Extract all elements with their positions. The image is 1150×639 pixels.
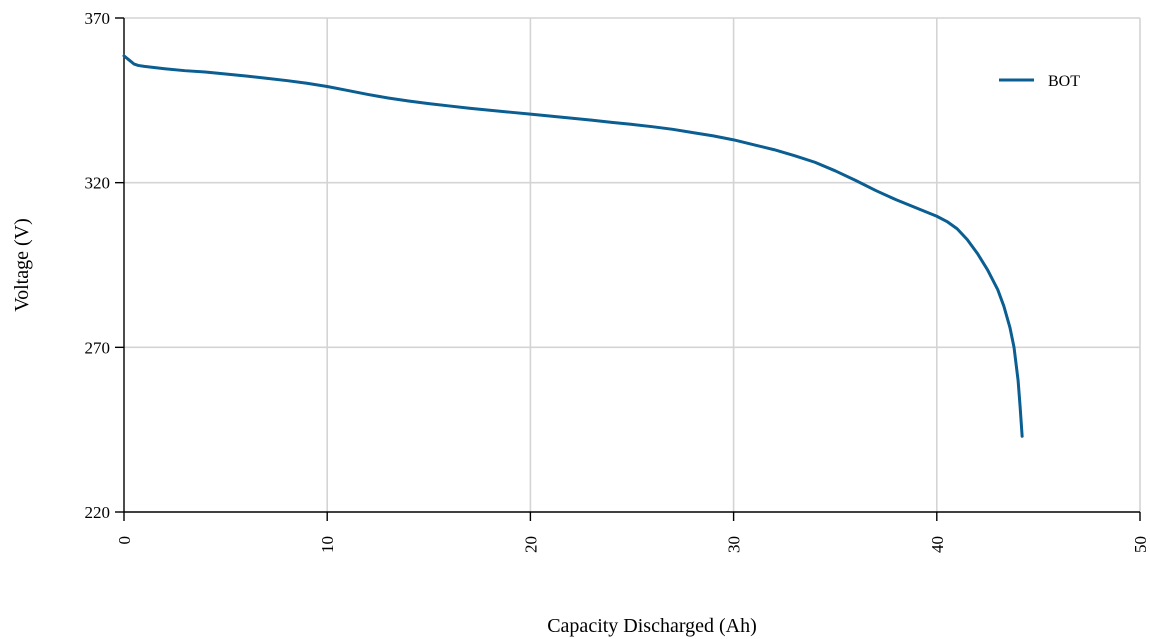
legend-label: BOT [1048,73,1080,90]
legend: BOT [999,73,1080,90]
x-tick-label: 50 [1131,536,1150,553]
y-tick-label: 370 [85,9,111,28]
x-tick-label: 0 [115,536,134,545]
x-tick-label: 10 [318,536,337,553]
y-tick-label: 220 [85,503,111,522]
axes [115,17,1141,521]
y-axis-title: Voltage (V) [11,218,33,312]
series-lines [122,54,1024,438]
series-line-bot [122,54,1024,438]
tick-labels: 220 270 320 370 0 10 20 30 40 50 [85,9,1150,553]
x-axis-title: Capacity Discharged (Ah) [547,615,757,637]
x-tick-label: 20 [521,536,540,553]
y-tick-label: 270 [85,338,111,357]
grid-lines [124,17,1141,512]
x-tick-label: 30 [725,536,744,553]
y-tick-label: 320 [85,174,111,193]
x-tick-label: 40 [928,536,947,553]
